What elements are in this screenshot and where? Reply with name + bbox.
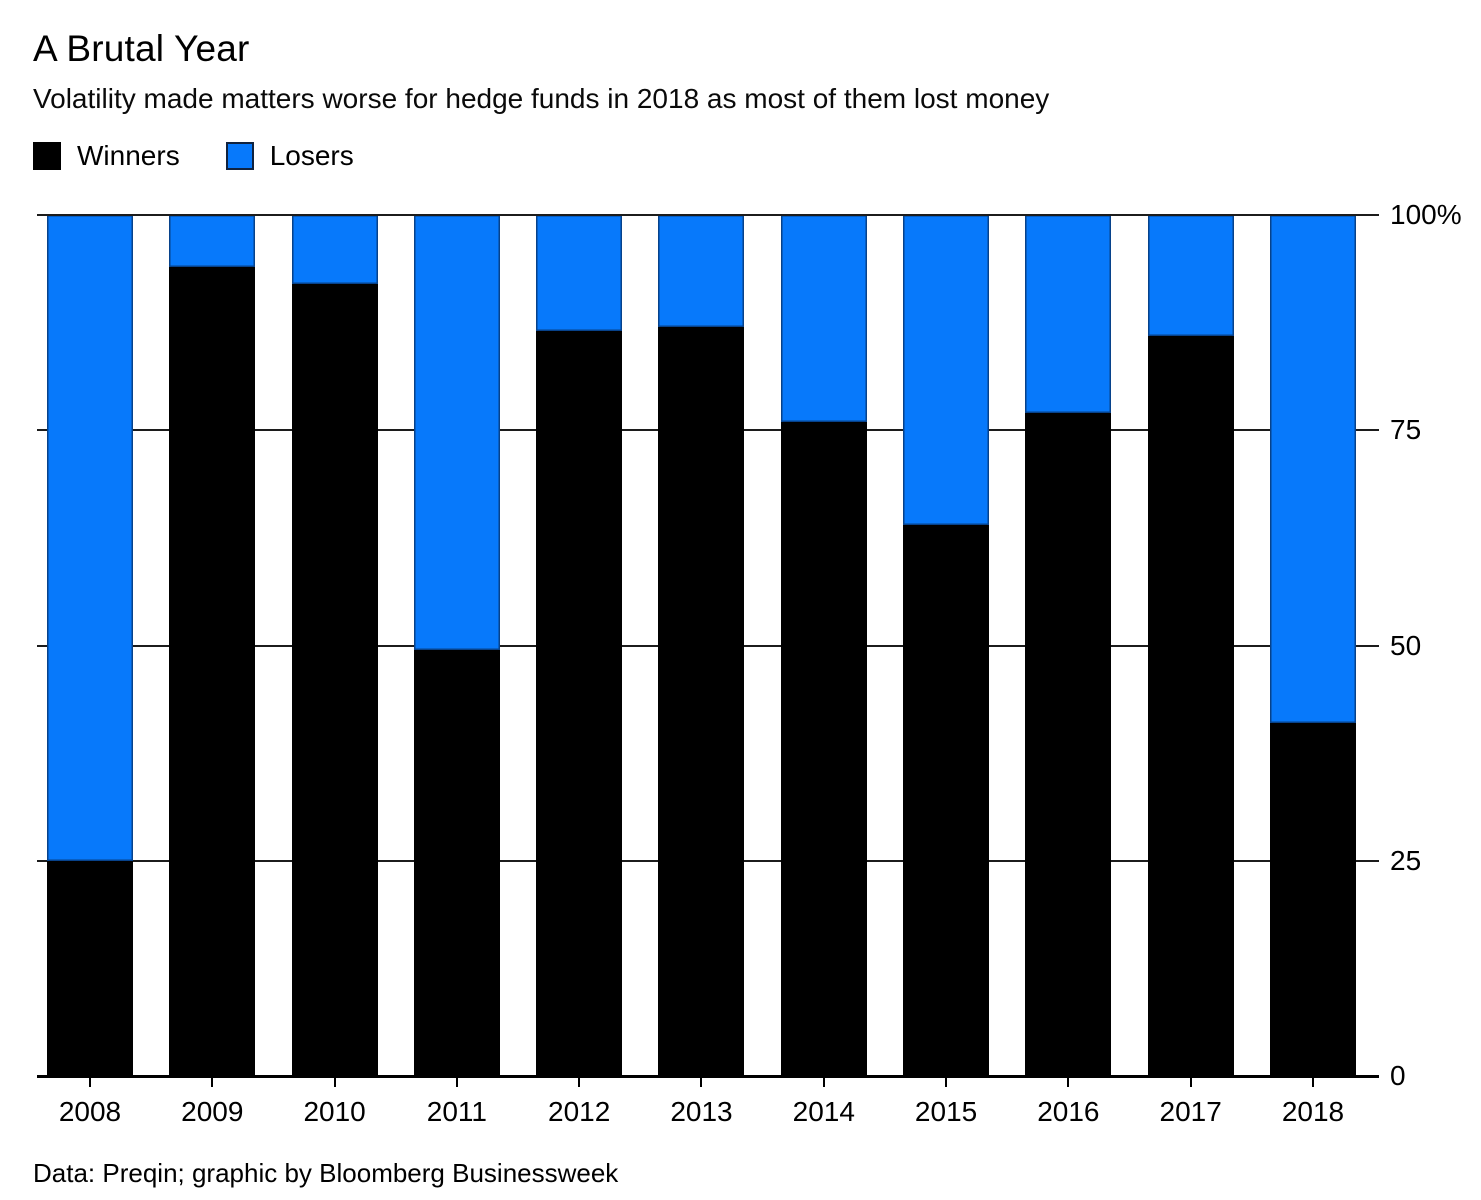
y-axis-label-25: 25 xyxy=(1390,844,1422,876)
gridline-100 xyxy=(37,214,1379,216)
chart-subtitle: Volatility made matters worse for hedge … xyxy=(33,83,1050,114)
legend-label-losers: Losers xyxy=(269,140,354,171)
axis-tick-mark xyxy=(578,1076,581,1087)
losers-segment-2016 xyxy=(1025,215,1112,414)
axis-tick-mark xyxy=(89,1076,91,1087)
losers-segment-2012 xyxy=(536,215,623,332)
x-axis-label-2008: 2008 xyxy=(58,1096,122,1127)
x-axis-label-2016: 2016 xyxy=(1037,1096,1100,1127)
gridline-0 xyxy=(37,1075,1379,1078)
winners-segment-2008 xyxy=(47,860,133,1076)
axis-tick-mark xyxy=(211,1076,214,1087)
x-axis-label-2010: 2010 xyxy=(303,1096,366,1127)
losers-segment-2010 xyxy=(291,215,378,284)
winners-segment-2017 xyxy=(1147,335,1234,1076)
axis-tick-mark xyxy=(1189,1076,1192,1087)
winners-segment-2009 xyxy=(169,266,256,1076)
losers-segment-2008 xyxy=(47,215,133,861)
page-title: A Brutal Year xyxy=(33,28,250,69)
legend-item-winners: Winners xyxy=(33,140,180,172)
axis-tick-mark xyxy=(1311,1076,1314,1087)
legend-label-winners: Winners xyxy=(77,140,180,171)
bar-2018 xyxy=(1269,215,1356,1076)
y-axis-label-0: 0 xyxy=(1390,1060,1406,1091)
losers-segment-2013 xyxy=(658,215,745,327)
winners-segment-2012 xyxy=(536,331,623,1076)
legend-item-losers: Losers xyxy=(225,140,354,172)
x-cell-2015: 2015 xyxy=(903,1076,989,1128)
bar-2015 xyxy=(903,215,990,1076)
winners-segment-2014 xyxy=(780,421,867,1076)
x-cell-2017: 2017 xyxy=(1148,1076,1234,1128)
axis-tick-mark xyxy=(700,1076,703,1087)
x-cell-2012: 2012 xyxy=(536,1076,622,1128)
x-cell-2014: 2014 xyxy=(781,1076,867,1128)
source-caption: Data: Preqin; graphic by Bloomberg Busin… xyxy=(33,1158,619,1188)
bar-2016 xyxy=(1025,215,1112,1076)
losers-segment-2014 xyxy=(780,215,867,422)
bar-2009 xyxy=(169,215,256,1076)
losers-segment-2015 xyxy=(903,215,990,525)
axis-tick-mark xyxy=(1067,1076,1070,1087)
y-axis-label-100: 100% xyxy=(1390,199,1462,230)
x-axis-labels: 2008 2009 2010 2011 2012 2013 2014 2015 2016 2017… xyxy=(37,1076,1360,1128)
bar-2011 xyxy=(413,215,500,1076)
y-axis-labels: 100% 75 50 25 0 xyxy=(1360,199,1481,1091)
x-cell-2008: 2008 xyxy=(47,1076,133,1128)
winners-segment-2011 xyxy=(413,649,500,1076)
x-cell-2010: 2010 xyxy=(292,1076,378,1128)
x-axis-label-2011: 2011 xyxy=(426,1096,487,1127)
losers-segment-2011 xyxy=(413,215,500,650)
x-axis: 2008 2009 2010 2011 2012 2013 2014 2015 2016 2017… xyxy=(37,1076,1360,1128)
x-cell-2013: 2013 xyxy=(658,1076,744,1128)
axis-tick-mark xyxy=(333,1076,336,1087)
legend: Winners Losers xyxy=(33,140,1481,172)
bar-2013 xyxy=(658,215,745,1076)
x-axis-label-2015: 2015 xyxy=(914,1096,978,1127)
y-axis-label-50: 50 xyxy=(1390,629,1422,661)
x-cell-2011: 2011 xyxy=(414,1076,500,1128)
losers-swatch-icon xyxy=(225,142,254,170)
winners-segment-2013 xyxy=(658,326,745,1076)
winners-segment-2015 xyxy=(903,524,990,1076)
plot-area xyxy=(37,214,1379,1078)
x-cell-2009: 2009 xyxy=(169,1076,255,1128)
losers-segment-2009 xyxy=(169,215,256,267)
x-axis-label-2014: 2014 xyxy=(792,1096,855,1127)
x-axis-label-2012: 2012 xyxy=(548,1096,611,1127)
y-axis-label-75: 75 xyxy=(1390,414,1422,446)
winners-swatch-icon xyxy=(33,142,61,170)
bar-2008 xyxy=(47,215,133,1076)
stacked-bar-chart: 100% 75 50 25 0 xyxy=(37,199,1481,1091)
axis-tick-mark xyxy=(822,1076,825,1087)
bar-2017 xyxy=(1147,215,1234,1076)
bar-2012 xyxy=(536,215,623,1076)
losers-segment-2018 xyxy=(1269,215,1356,723)
x-axis-label-2017: 2017 xyxy=(1159,1096,1222,1127)
bar-2010 xyxy=(291,215,378,1076)
x-axis-label-2018: 2018 xyxy=(1281,1096,1345,1127)
winners-segment-2010 xyxy=(291,283,378,1076)
losers-segment-2017 xyxy=(1147,215,1234,336)
x-axis-label-2013: 2013 xyxy=(670,1096,733,1127)
axis-tick-mark xyxy=(945,1076,948,1087)
x-cell-2016: 2016 xyxy=(1025,1076,1111,1128)
bars xyxy=(37,215,1360,1076)
axis-tick-mark xyxy=(455,1076,458,1087)
bar-2014 xyxy=(780,215,867,1076)
winners-segment-2016 xyxy=(1025,413,1112,1076)
x-cell-2018: 2018 xyxy=(1270,1076,1356,1128)
winners-segment-2018 xyxy=(1269,722,1356,1076)
x-axis-label-2009: 2009 xyxy=(181,1096,244,1127)
